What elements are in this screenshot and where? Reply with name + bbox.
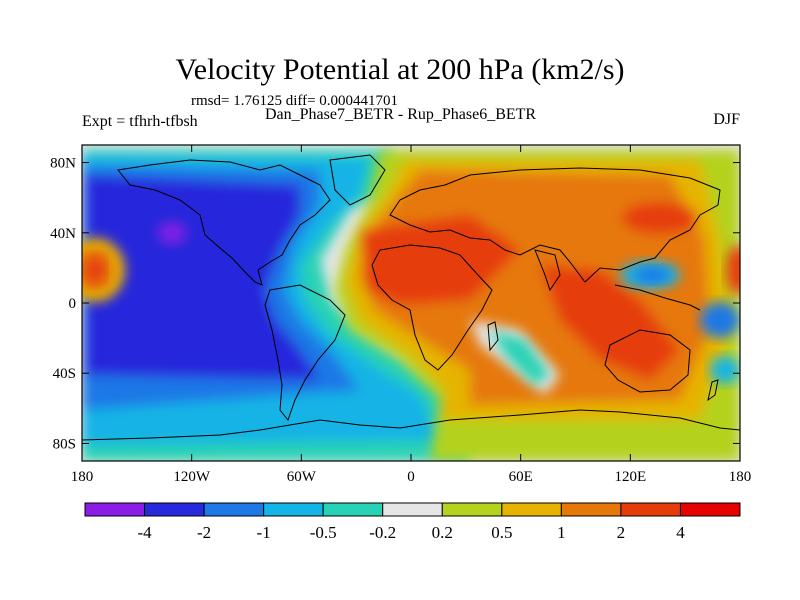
x-tick-label: 60W: [287, 469, 317, 485]
colorbar-swatch: [560, 502, 622, 517]
colorbar-swatch: [679, 502, 741, 517]
comparison-label: Dan_Phase7_BETR - Rup_Phase6_BETR: [265, 106, 537, 123]
colorbar-swatch: [263, 502, 324, 517]
colorbar-label: -0.5: [310, 523, 337, 542]
y-axis: 80N 40N 0 40S 80S: [50, 156, 740, 452]
x-tick-label: 60E: [509, 469, 533, 485]
x-axis: 180 120W 60W 0 60E 120E 180: [71, 145, 752, 485]
colorbar-swatch: [203, 502, 265, 517]
colorbar-label: 2: [617, 523, 626, 542]
colorbar-label: 4: [676, 523, 685, 542]
colorbar-swatch: [620, 502, 681, 517]
stats-line: rmsd= 1.76125 diff= 0.000441701: [191, 93, 399, 109]
y-tick-label: 40N: [50, 226, 76, 242]
colorbar-swatch: [144, 502, 205, 517]
coastline-madagascar: [487, 321, 499, 352]
x-tick-label: 120E: [614, 469, 646, 485]
x-tick-label: 0: [407, 469, 415, 485]
colorbar-label: -1: [257, 523, 271, 542]
y-tick-label: 80N: [50, 156, 76, 172]
y-tick-label: 80S: [53, 436, 76, 452]
colorbar-swatch: [84, 502, 146, 517]
coastline-antarctica: [82, 409, 740, 441]
x-tick-label: 180: [729, 469, 752, 485]
colorbar-swatch: [501, 502, 562, 517]
coastline-maritime: [614, 284, 701, 311]
coastline-new-zealand: [707, 379, 719, 402]
season-label: DJF: [713, 111, 740, 128]
colorbar-swatch: [322, 502, 384, 517]
colorbar-label: 0.5: [491, 523, 512, 542]
colorbar-swatch: [441, 502, 503, 517]
coastline-india: [534, 249, 561, 292]
coastlines: [82, 154, 740, 441]
contour-field: [82, 145, 740, 461]
coastline-north-america: [117, 159, 331, 286]
coastline-greenland: [329, 154, 386, 206]
colorbar-label: 1: [557, 523, 566, 542]
figure-title: Velocity Potential at 200 hPa (km2/s): [175, 53, 625, 86]
colorbar-label: -0.2: [369, 523, 396, 542]
colorbar-label: 0.2: [432, 523, 453, 542]
coastline-south-america: [264, 284, 346, 422]
colorbar-swatch: [382, 502, 443, 517]
coastline-australia: [604, 329, 691, 393]
x-tick-label: 120W: [173, 469, 211, 485]
coastline-africa: [371, 244, 493, 371]
colorbar-label: -4: [137, 523, 152, 542]
x-tick-label: 180: [71, 469, 94, 485]
colorbar-label: -2: [197, 523, 211, 542]
colorbar: -4 -2 -1 -0.5 -0.2 0.2 0.5 1 2 4: [84, 502, 741, 542]
coastline-eurasia: [389, 167, 721, 283]
y-tick-label: 0: [69, 296, 77, 312]
experiment-label: Expt = tfhrh-tfbsh: [82, 113, 198, 130]
y-tick-label: 40S: [53, 366, 76, 382]
